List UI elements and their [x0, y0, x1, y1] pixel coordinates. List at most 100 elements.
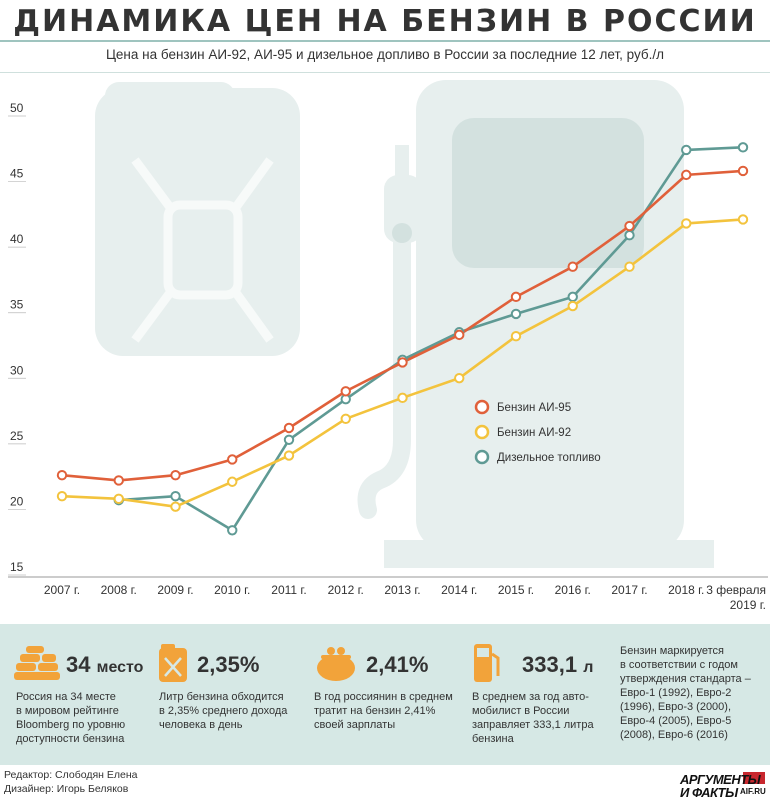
y-tick-label: 45 [10, 167, 24, 181]
data-point [283, 422, 295, 434]
data-point [681, 218, 692, 229]
stat-rating-value: 34 [66, 652, 91, 677]
data-point [170, 490, 181, 502]
subtitle-divider [0, 72, 770, 73]
stat-text-line: заправляет 333,1 литра [472, 719, 594, 731]
data-point [340, 413, 351, 425]
data-point [510, 308, 522, 320]
chart-legend: Бензин АИ-95 Бензин АИ-92 Дизельное топлив… [474, 399, 601, 465]
stat-text-line: В среднем за год авто- [472, 691, 589, 703]
data-point [510, 330, 522, 342]
data-point [397, 357, 408, 368]
data-point [567, 291, 578, 303]
stat-text-line: в мировом рейтинге [16, 705, 119, 717]
data-point [113, 475, 124, 486]
data-point [624, 261, 635, 272]
series-points [56, 142, 749, 536]
credits: Редактор: Слободян Елена Дизайнер: Игорь… [4, 768, 137, 796]
y-tick-label: 30 [10, 363, 24, 377]
data-point [227, 454, 238, 465]
x-tick-label: 2008 г. [101, 583, 137, 597]
y-tick-label: 40 [10, 232, 24, 246]
background-illustration [95, 80, 714, 568]
legend-label: Дизельное топливо [497, 452, 601, 464]
x-tick-label: 2012 г. [328, 583, 364, 597]
x-tick-label: 3 февраля [706, 583, 766, 597]
purse-icon [317, 647, 355, 681]
fuel-pump-icon [474, 644, 500, 682]
standards-text-line: в соответствии с годом [620, 659, 738, 671]
editor-credit: Редактор: Слободян Елена [4, 769, 138, 781]
logo-line-2: И ФАКТЫ [680, 785, 738, 800]
data-point [624, 220, 635, 232]
jerrycan-illustration [95, 82, 300, 356]
legend-marker [474, 399, 490, 415]
data-point [397, 392, 408, 404]
logo-stripe [743, 772, 765, 784]
standards-text-line: Евро-1 (1992), Евро-2 [620, 687, 732, 699]
stat-rating-unit: место [96, 659, 144, 676]
x-tick-label: 2016 г. [555, 583, 591, 597]
legend-label: Бензин АИ-95 [497, 402, 571, 414]
x-tick-label: 2017 г. [611, 583, 647, 597]
data-point [567, 261, 578, 272]
jerrycan-icon [159, 644, 187, 682]
data-point [283, 434, 295, 445]
stat-text-line: в 2,35% среднего дохода [159, 705, 288, 717]
data-point [227, 476, 238, 487]
data-point [454, 372, 465, 384]
x-axis: 2007 г. 2008 г. 2009 г. 2010 г. 2011 г. 2012 … [8, 576, 768, 612]
publisher-logo: АРГУМЕНТЫ И ФАКТЫ AIF.RU [680, 772, 766, 800]
data-point [737, 214, 749, 225]
y-tick-label: 20 [10, 494, 24, 508]
legend-label: Бензин АИ-92 [497, 427, 571, 439]
x-tick-label: 2007 г. [44, 583, 80, 597]
y-tick-label: 25 [10, 429, 24, 443]
standards-text-line: утверждения стандарта – [620, 673, 751, 685]
data-point [340, 386, 351, 397]
stat-text-line: мобилист в России [472, 705, 570, 717]
data-point [681, 144, 692, 156]
standards-text-line: Евро-4 (2005), Евро-5 [620, 715, 732, 727]
infographic-title: ДИНАМИКА ЦЕН НА БЕНЗИН В РОССИИ [13, 4, 757, 39]
stat-text-line: В год россиянин в среднем [314, 691, 453, 703]
chart-subtitle: Цена на бензин АИ-92, АИ-95 и дизельное … [105, 47, 665, 62]
x-tick-label: 2018 г. [668, 583, 704, 597]
stat-salary-share-description: В год россиянин в среднем тратит на бенз… [314, 690, 453, 732]
stat-text-line: человека в день [159, 719, 243, 731]
stat-annual-volume-unit: л [583, 659, 594, 676]
y-tick-label: 50 [10, 101, 24, 115]
x-tick-label: 2011 г. [271, 583, 306, 597]
jerrycan-detail [131, 157, 274, 343]
x-tick-label-continued: 2019 г. [730, 598, 766, 612]
data-point [624, 230, 635, 241]
standards-text-line: Бензин маркируется [620, 645, 724, 657]
data-point [283, 450, 295, 461]
x-tick-label: 2014 г. [441, 583, 477, 597]
stat-annual-volume-description: В среднем за год авто- мобилист в России… [472, 690, 594, 746]
stat-daily-share-value: 2,35% [197, 652, 260, 677]
data-point [681, 169, 692, 181]
coin-stack-icon [14, 646, 60, 680]
stat-daily-share: 2,35% Литр бензина обходится в 2,35% сре… [155, 624, 305, 765]
data-point [56, 470, 68, 481]
stat-text-line: тратит на бензин 2,41% [314, 705, 436, 717]
logo-line-1: АРГУМЕНТЫ [680, 772, 761, 787]
stat-text-line: Литр бензина обходится [159, 691, 284, 703]
designer-credit: Дизайнер: Игорь Беляков [4, 783, 129, 795]
legend-marker [474, 449, 490, 465]
logo-domain: AIF.RU [740, 787, 766, 796]
stat-text-line: доступности бензина [16, 733, 125, 745]
data-point [170, 470, 181, 481]
stat-rating: 34 место Россия на 34 месте в мировом ре… [0, 624, 150, 765]
stat-annual-volume-value: 333,1 [522, 652, 578, 677]
y-axis: 15 20 25 30 35 40 45 50 [8, 101, 26, 576]
x-tick-label: 2009 г. [157, 583, 193, 597]
data-point [454, 329, 465, 341]
x-tick-label: 2015 г. [498, 583, 534, 597]
standards-text-line: (2008), Евро-6 (2016) [620, 729, 728, 741]
stat-text-line: Россия на 34 месте [16, 691, 116, 703]
data-point [567, 300, 578, 312]
data-point [737, 165, 749, 177]
